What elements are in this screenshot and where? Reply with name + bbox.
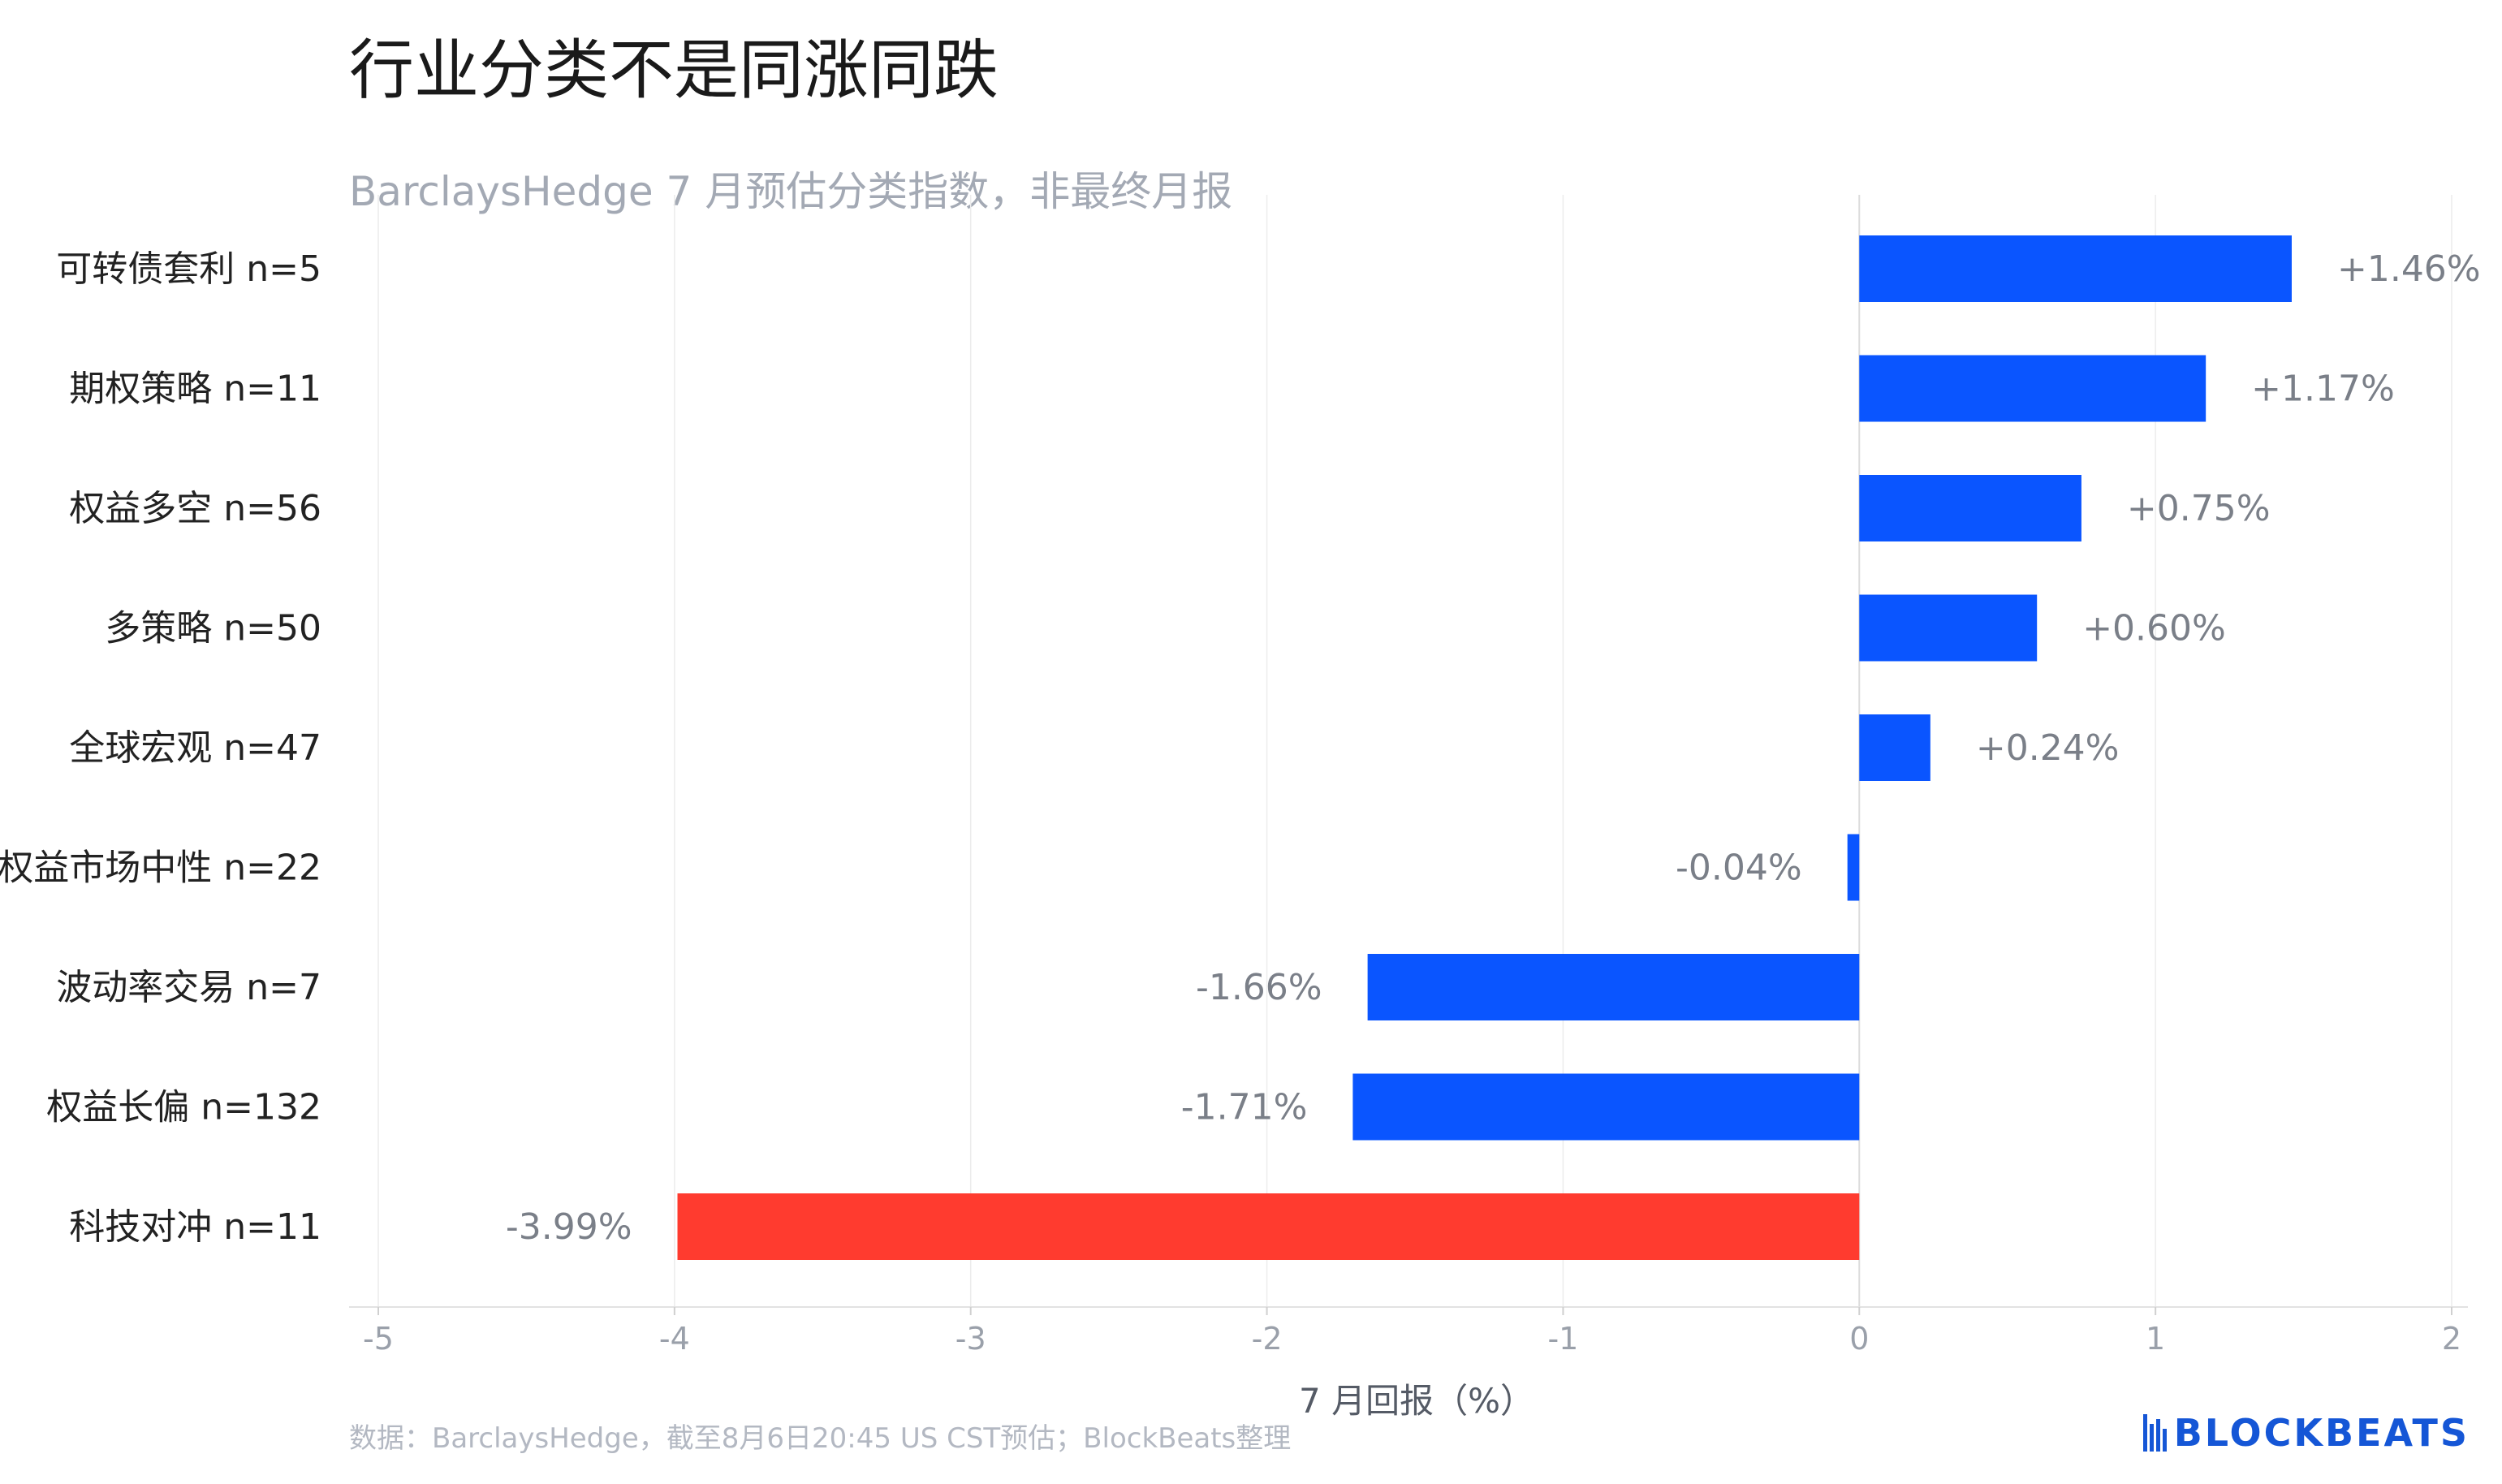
data-label: -3.99% <box>506 1206 632 1248</box>
bar <box>1859 594 2038 662</box>
category-label: 可转债套利 n=5 <box>56 248 321 290</box>
brand-text: BLOCKBEATS <box>2173 1411 2470 1455</box>
x-tick-label: 1 <box>2146 1321 2165 1357</box>
data-label: +1.17% <box>2251 369 2395 410</box>
bar <box>1859 355 2207 422</box>
category-label: 权益多空 n=56 <box>69 488 321 529</box>
bar <box>1859 714 1930 781</box>
data-label: +1.46% <box>2337 248 2481 290</box>
category-label: 权益市场中性 n=22 <box>0 848 321 889</box>
x-tick-label: -2 <box>1252 1321 1283 1357</box>
bar <box>1859 475 2081 541</box>
bar <box>1847 834 1860 901</box>
bar <box>1367 954 1860 1020</box>
brand-logo: BLOCKBEATS <box>2142 1411 2470 1455</box>
chart-title: 行业分类不是同涨同跌 <box>349 32 999 108</box>
bar <box>1859 235 2292 302</box>
brand-bars-icon <box>2142 1414 2168 1452</box>
category-label: 权益长偏 n=132 <box>46 1087 321 1128</box>
data-label: -1.66% <box>1196 967 1322 1008</box>
bar <box>1352 1073 1860 1141</box>
data-label: +0.75% <box>2127 488 2271 529</box>
bar <box>677 1193 1860 1260</box>
category-label: 科技对冲 n=11 <box>69 1206 321 1248</box>
data-label: -1.71% <box>1181 1087 1308 1128</box>
data-label: +0.60% <box>2082 608 2226 649</box>
x-tick-label: 2 <box>2442 1321 2461 1357</box>
category-label: 全球宏观 n=47 <box>69 727 321 769</box>
data-label: -0.04% <box>1676 848 1802 889</box>
data-label: +0.24% <box>1976 727 2120 769</box>
source-note: 数据：BarclaysHedge，截至8月6日20:45 US CST预估；Bl… <box>349 1422 1292 1455</box>
category-label: 波动率交易 n=7 <box>56 967 321 1008</box>
x-tick-label: -4 <box>659 1321 690 1357</box>
category-label: 期权策略 n=11 <box>69 369 321 410</box>
x-tick-label: 0 <box>1849 1321 1869 1357</box>
chart-subtitle: BarclaysHedge 7 月预估分类指数，非最终月报 <box>349 168 1233 215</box>
category-label: 多策略 n=50 <box>105 608 321 649</box>
x-tick-label: -1 <box>1547 1321 1578 1357</box>
x-tick-label: -5 <box>363 1321 394 1357</box>
x-tick-label: -3 <box>956 1321 986 1357</box>
x-axis-label: 7 月回报（%） <box>1299 1381 1534 1421</box>
